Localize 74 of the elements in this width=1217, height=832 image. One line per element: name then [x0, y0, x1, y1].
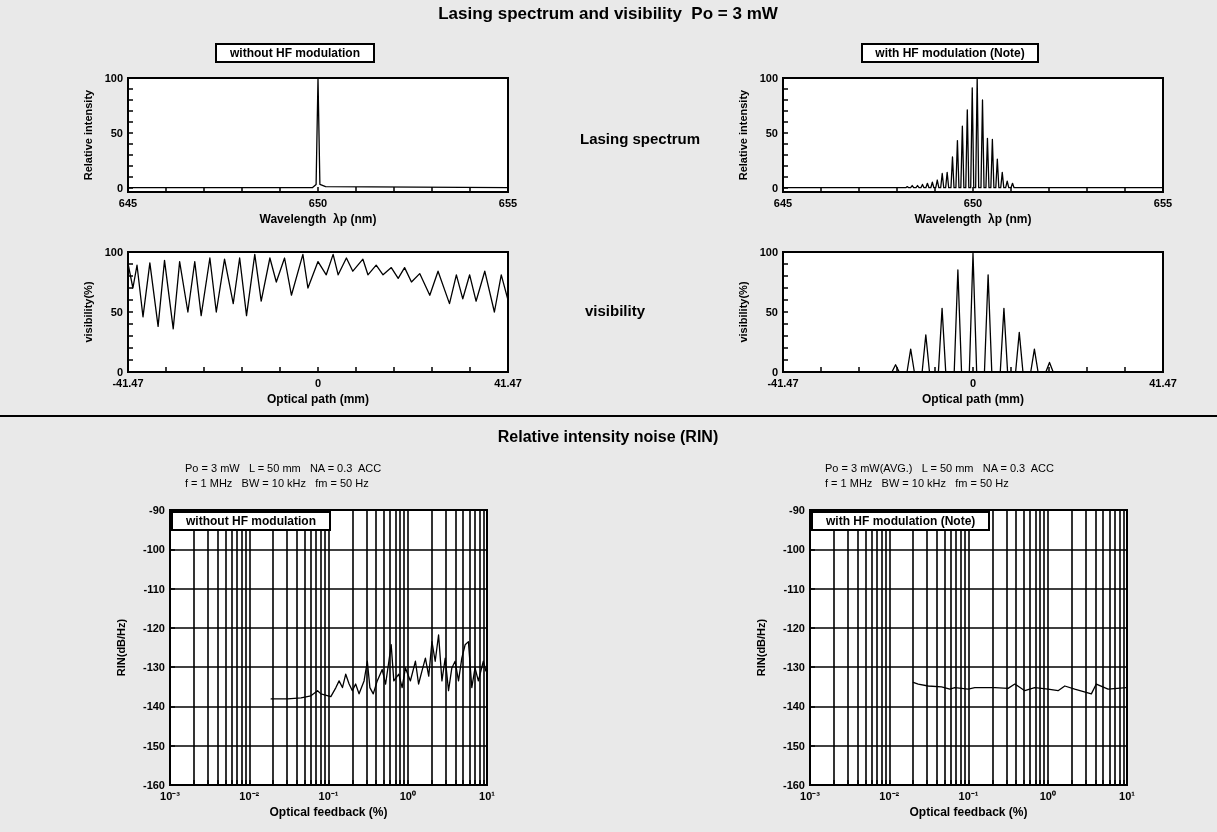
x-tick-label: 645 [118, 196, 138, 209]
y-tick-label: -120 [782, 621, 805, 634]
y-tick-label: -120 [142, 621, 165, 634]
x-axis-title: Optical feedback (%) [909, 804, 1028, 819]
x-tick-label: 645 [773, 196, 793, 209]
x-axis-title: Optical path (mm) [921, 391, 1025, 406]
y-axis-title: visibility(%) [737, 281, 750, 343]
y-tick-label: 100 [104, 72, 123, 84]
y-axis-title: visibility(%) [82, 281, 95, 343]
x-axis-title: Wavelength λp (nm) [914, 212, 1032, 226]
x-tick-label: 10¹ [1119, 789, 1136, 802]
y-tick-label: 0 [771, 181, 778, 194]
y-tick-label: 0 [771, 366, 778, 378]
x-tick-label: 10⁰ [399, 789, 416, 802]
y-tick-label: 50 [765, 306, 778, 318]
y-tick-label: 50 [110, 306, 123, 318]
chart-title: with HF modulation (Note) [874, 46, 1025, 60]
x-tick-label: 655 [1153, 196, 1173, 209]
y-tick-label: -140 [142, 700, 165, 713]
x-axis-title: Optical feedback (%) [269, 804, 388, 819]
y-tick-label: -130 [782, 661, 805, 674]
y-tick-label: 0 [116, 181, 123, 194]
y-tick-label: -160 [142, 779, 165, 791]
text: f = 1 MHz BW = 10 kHz fm = 50 Hz [185, 477, 369, 489]
x-tick-label: 41.47 [494, 376, 522, 389]
y-tick-label: -150 [782, 739, 805, 752]
x-tick-label: 655 [498, 196, 518, 209]
text: Relative intensity noise (RIN) [497, 428, 719, 446]
x-tick-label: 10⁰ [1039, 789, 1056, 802]
text: f = 1 MHz BW = 10 kHz fm = 50 Hz [825, 477, 1009, 489]
y-tick-label: -90 [149, 504, 165, 516]
x-tick-label: 0 [314, 376, 322, 389]
y-tick-label: -160 [782, 779, 805, 791]
x-axis-title: Optical path (mm) [266, 391, 370, 406]
x-tick-label: 10¹ [479, 789, 496, 802]
x-tick-label: 10⁻² [879, 789, 900, 802]
y-tick-label: 100 [104, 246, 123, 258]
chart-title: with HF modulation (Note) [825, 514, 976, 528]
x-tick-label: 41.47 [1149, 376, 1177, 389]
text: visibility [584, 302, 646, 319]
chart-title: without HF modulation [229, 46, 360, 60]
x-tick-label: 10⁻² [239, 789, 260, 802]
y-axis-title: Relative intensity [737, 88, 750, 181]
y-tick-label: -110 [143, 582, 165, 595]
x-tick-label: 0 [969, 376, 977, 389]
y-tick-label: -150 [142, 739, 165, 752]
text: Lasing spectrum and visibility Po = 3 mW [438, 4, 778, 24]
y-axis-title: Relative intensity [82, 88, 95, 181]
chart-title: without HF modulation [185, 514, 316, 528]
y-tick-label: 100 [759, 72, 778, 84]
y-tick-label: -130 [142, 661, 165, 674]
text: Po = 3 mW(AVG.) L = 50 mm NA = 0.3 ACC [825, 462, 1054, 474]
x-tick-label: 10⁻³ [160, 789, 181, 802]
x-tick-label: -41.47 [767, 376, 799, 389]
text: Po = 3 mW L = 50 mm NA = 0.3 ACC [185, 462, 382, 474]
x-axis-title: Wavelength λp (nm) [259, 212, 377, 226]
text: Lasing spectrum [579, 130, 701, 147]
x-tick-label: 650 [963, 196, 983, 209]
y-axis-title: RIN(dB/Hz) [114, 618, 127, 677]
y-tick-label: -100 [782, 543, 805, 556]
x-tick-label: 10⁻³ [800, 789, 821, 802]
x-tick-label: 10⁻¹ [318, 789, 339, 802]
x-tick-label: 10⁻¹ [958, 789, 979, 802]
y-tick-label: -110 [783, 582, 805, 595]
y-tick-label: 0 [116, 366, 123, 378]
x-tick-label: 650 [308, 196, 328, 209]
y-axis-title: RIN(dB/Hz) [754, 618, 767, 677]
y-tick-label: 50 [765, 126, 778, 139]
y-tick-label: -100 [142, 543, 165, 556]
y-tick-label: -140 [782, 700, 805, 713]
y-tick-label: -90 [789, 504, 805, 516]
y-tick-label: 100 [759, 246, 778, 258]
x-tick-label: -41.47 [112, 376, 144, 389]
y-tick-label: 50 [110, 126, 123, 139]
